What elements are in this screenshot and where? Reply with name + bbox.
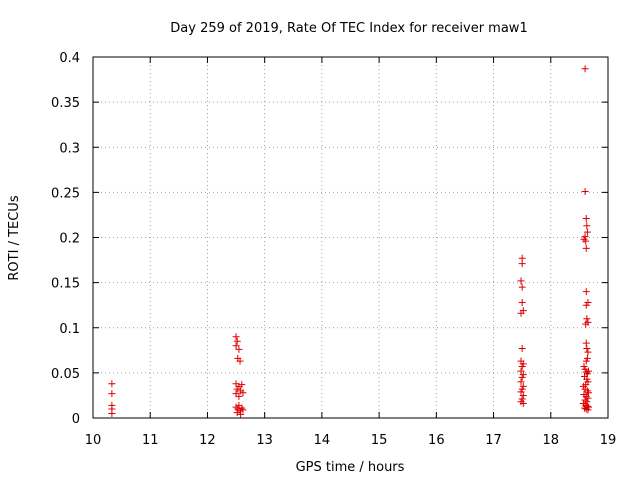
data-point xyxy=(518,298,526,306)
data-point xyxy=(581,65,589,73)
data-point xyxy=(238,381,246,389)
y-tick-label: 0 xyxy=(72,412,80,427)
data-point xyxy=(582,288,590,296)
x-tick-label: 16 xyxy=(428,433,445,448)
y-tick-label: 0.15 xyxy=(51,277,80,292)
chart-title: Day 259 of 2019, Rate Of TEC Index for r… xyxy=(170,21,527,36)
x-tick-label: 11 xyxy=(142,433,159,448)
axis-ticks: 10 11 12 13 14 15 16 17 18 19 0 0.05 0.1 0.15 0.2 0.25 0… xyxy=(51,51,616,448)
data-point xyxy=(519,400,527,408)
data-point xyxy=(232,342,240,350)
y-tick-label: 0.3 xyxy=(59,141,80,156)
grid-lines xyxy=(93,57,608,418)
data-point xyxy=(517,378,525,386)
data-point xyxy=(518,260,526,268)
data-point xyxy=(584,406,592,414)
data-point xyxy=(583,345,591,353)
data-point xyxy=(584,348,592,356)
data-point xyxy=(582,215,590,223)
data-point xyxy=(517,367,525,375)
data-point xyxy=(233,337,241,345)
data-point xyxy=(582,405,590,413)
data-point xyxy=(518,363,526,371)
data-point xyxy=(584,394,592,402)
data-point xyxy=(108,409,116,417)
data-point xyxy=(517,277,525,285)
data-point xyxy=(108,390,116,398)
y-tick-label: 0.25 xyxy=(51,186,80,201)
data-point xyxy=(585,367,593,375)
data-point xyxy=(233,385,241,393)
data-point xyxy=(585,389,593,397)
y-tick-label: 0.1 xyxy=(59,322,80,337)
data-point xyxy=(237,410,245,418)
data-point xyxy=(518,373,526,381)
y-axis-label: ROTI / TECUs xyxy=(7,195,22,280)
data-point xyxy=(518,345,526,353)
data-point xyxy=(583,398,591,406)
data-point xyxy=(582,357,590,365)
data-point xyxy=(517,309,525,317)
data-point xyxy=(233,409,241,417)
data-point xyxy=(582,244,590,252)
x-tick-label: 15 xyxy=(371,433,388,448)
plot-frame xyxy=(92,56,609,419)
x-tick-label: 13 xyxy=(256,433,273,448)
data-point xyxy=(581,404,589,412)
x-tick-label: 18 xyxy=(543,433,560,448)
y-tick-label: 0.35 xyxy=(51,96,80,111)
y-tick-label: 0.4 xyxy=(59,51,80,66)
data-point xyxy=(236,357,244,365)
x-tick-label: 14 xyxy=(314,433,331,448)
data-points xyxy=(108,65,593,418)
data-point xyxy=(232,403,240,411)
data-point xyxy=(232,333,240,341)
data-point xyxy=(582,237,590,245)
data-point xyxy=(235,392,243,400)
x-tick-label: 17 xyxy=(485,433,502,448)
data-point xyxy=(582,301,590,309)
data-point xyxy=(517,388,525,396)
data-point xyxy=(581,187,589,195)
data-point xyxy=(580,235,588,243)
data-point xyxy=(583,228,591,236)
x-tick-label: 12 xyxy=(199,433,216,448)
data-point xyxy=(235,401,243,409)
y-tick-label: 0.05 xyxy=(51,367,80,382)
data-point xyxy=(519,391,527,399)
data-point xyxy=(518,283,526,291)
data-point xyxy=(239,406,247,414)
data-point xyxy=(581,396,589,404)
data-point xyxy=(239,389,247,397)
data-point xyxy=(582,392,590,400)
x-tick-label: 10 xyxy=(85,433,102,448)
y-tick-label: 0.2 xyxy=(59,232,80,247)
data-point xyxy=(583,387,591,395)
data-point xyxy=(108,380,116,388)
data-point xyxy=(235,345,243,353)
x-tick-label: 19 xyxy=(600,433,617,448)
data-point xyxy=(582,320,590,328)
x-axis-label: GPS time / hours xyxy=(296,460,405,475)
data-point xyxy=(583,315,591,323)
data-point xyxy=(583,222,591,230)
data-point xyxy=(582,339,590,347)
